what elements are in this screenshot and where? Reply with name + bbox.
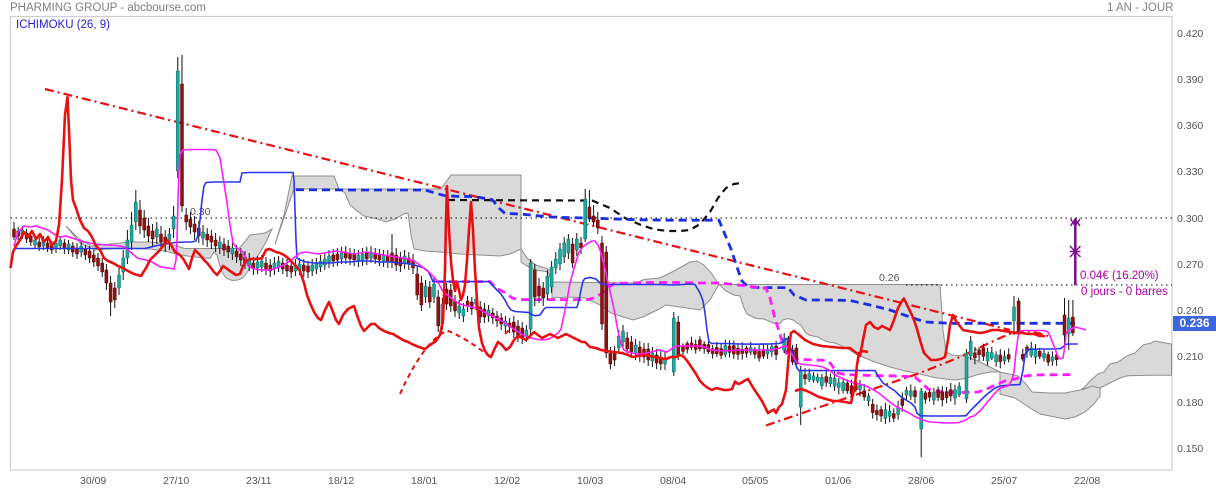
svg-text:0.26: 0.26	[879, 272, 900, 284]
